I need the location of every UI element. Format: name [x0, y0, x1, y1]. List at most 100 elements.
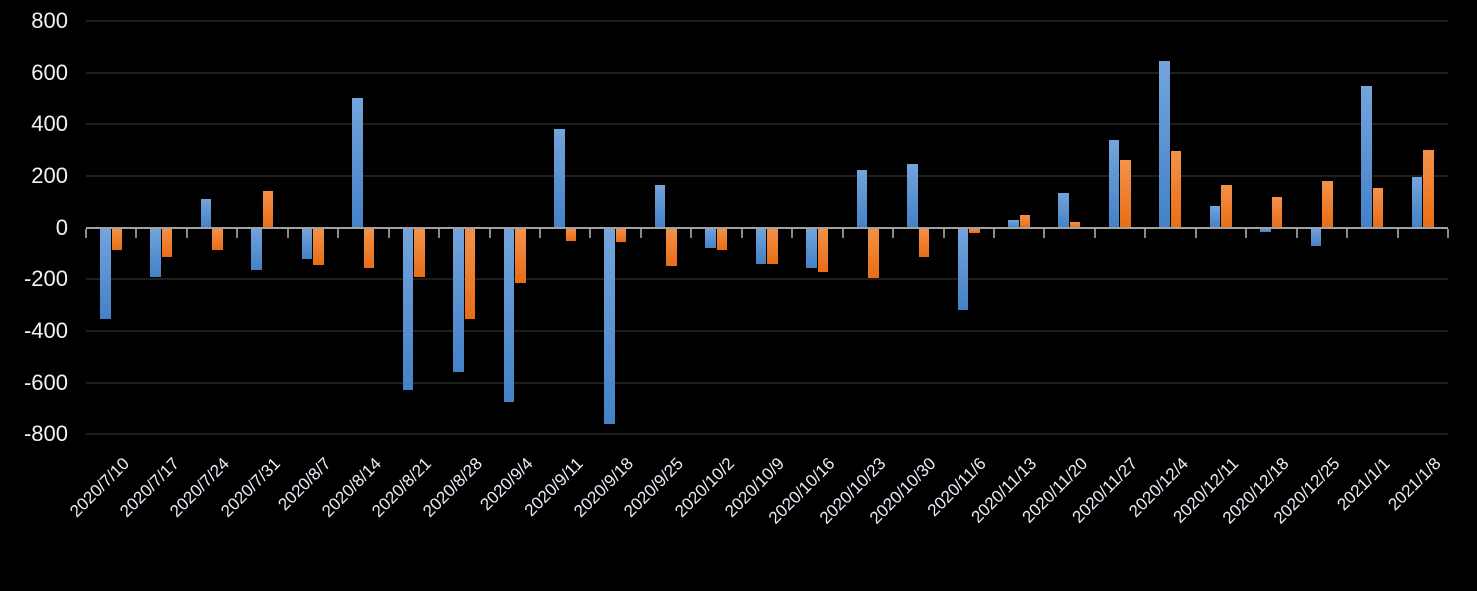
- bar: [212, 227, 223, 250]
- axis-tick: [1245, 228, 1248, 238]
- bar: [868, 227, 879, 278]
- bar: [1159, 61, 1170, 228]
- bar: [554, 129, 565, 228]
- bar: [1058, 192, 1069, 228]
- bar: [1322, 181, 1333, 228]
- bar: [1221, 185, 1232, 228]
- bar: [666, 227, 677, 267]
- x-axis-tick-label: 2021/1/1: [1333, 454, 1394, 515]
- y-axis-tick-label: -800: [23, 421, 68, 447]
- bar: [817, 227, 829, 272]
- axis-tick: [286, 228, 289, 238]
- bar: [806, 227, 817, 268]
- bar: [856, 169, 868, 228]
- axis-tick: [1194, 228, 1197, 238]
- axis-tick: [185, 228, 188, 238]
- gridline: [86, 123, 1448, 126]
- gridline: [86, 381, 1448, 384]
- axis-tick: [740, 228, 743, 238]
- bar: [907, 164, 918, 228]
- axis-tick: [438, 228, 441, 238]
- gridline: [86, 20, 1448, 22]
- bar: [604, 227, 615, 424]
- bar: [767, 227, 778, 264]
- bar: [1108, 139, 1120, 228]
- axis-tick: [539, 228, 541, 238]
- axis-tick: [1043, 228, 1046, 238]
- bar: [1310, 227, 1322, 246]
- bar: [200, 199, 212, 228]
- gridline: [86, 329, 1448, 332]
- axis-tick: [387, 228, 390, 238]
- axis-tick: [1447, 228, 1449, 238]
- bar: [1069, 222, 1081, 228]
- bar: [414, 227, 425, 277]
- axis-tick: [892, 228, 895, 238]
- axis-tick: [639, 228, 642, 238]
- bar: [755, 227, 767, 264]
- bar: [363, 227, 375, 268]
- gridline: [86, 433, 1448, 436]
- bar: [1209, 205, 1221, 228]
- bar: [654, 185, 666, 228]
- bar: [313, 227, 324, 266]
- bar: [1260, 227, 1271, 232]
- bar: [705, 227, 716, 249]
- y-axis-tick-label: 0: [55, 214, 68, 240]
- bar: [1361, 85, 1372, 228]
- axis-tick: [236, 228, 239, 238]
- bar: [464, 227, 476, 320]
- axis-tick: [791, 228, 794, 238]
- axis-tick: [993, 228, 995, 238]
- axis-tick: [841, 228, 844, 238]
- bar: [161, 227, 173, 258]
- bar: [503, 227, 515, 402]
- gridline: [86, 278, 1448, 281]
- bar: [352, 98, 363, 228]
- bar: [1120, 160, 1131, 228]
- bar: [453, 227, 464, 373]
- x-axis-tick-label: 2021/1/8: [1383, 454, 1445, 515]
- x-axis-line: [86, 226, 1448, 229]
- gridline: [86, 71, 1448, 74]
- bar: [1008, 219, 1019, 228]
- y-axis-tick-label: -200: [23, 266, 68, 292]
- bar: [969, 227, 980, 233]
- axis-tick: [337, 228, 340, 238]
- bar: [150, 227, 161, 277]
- bar: [1372, 187, 1384, 228]
- axis-tick: [1295, 228, 1298, 238]
- axis-tick: [85, 228, 87, 238]
- axis-tick: [1093, 228, 1096, 238]
- bar: [1019, 214, 1030, 228]
- bar: [262, 191, 274, 228]
- axis-tick: [690, 228, 693, 238]
- y-axis-tick-label: -400: [23, 317, 68, 343]
- axis-tick: [942, 228, 945, 238]
- y-axis-tick-label: 400: [31, 111, 68, 137]
- bar: [251, 227, 262, 271]
- bar: [1271, 196, 1283, 228]
- y-axis-tick-label: 600: [31, 59, 68, 85]
- bar: [402, 227, 414, 391]
- bar: [957, 227, 969, 311]
- y-axis-tick-label: -600: [23, 369, 68, 395]
- bar: [1423, 150, 1434, 228]
- bar: [515, 227, 526, 284]
- bar: [1411, 177, 1423, 228]
- bar: [615, 227, 627, 242]
- axis-tick: [1396, 228, 1399, 238]
- y-axis-tick-label: 800: [31, 8, 68, 33]
- bar: [100, 227, 111, 320]
- gridline: [86, 174, 1448, 177]
- bar: [716, 227, 728, 250]
- axis-tick: [589, 228, 592, 238]
- bar: [111, 227, 122, 250]
- axis-tick: [1144, 228, 1147, 238]
- y-axis-tick-label: 200: [31, 162, 68, 188]
- bar: [1170, 151, 1182, 228]
- bar: [301, 227, 313, 259]
- bar: [918, 227, 930, 258]
- bar: [565, 227, 576, 241]
- axis-tick: [488, 228, 491, 238]
